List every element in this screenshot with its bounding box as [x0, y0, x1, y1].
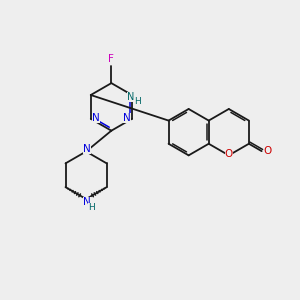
Text: F: F [108, 54, 114, 64]
Text: N: N [128, 92, 135, 102]
Text: O: O [264, 146, 272, 156]
Text: N: N [92, 113, 100, 123]
Text: N: N [123, 113, 130, 123]
Text: H: H [88, 203, 95, 212]
Text: H: H [135, 97, 141, 106]
Text: N: N [83, 197, 91, 207]
Text: O: O [225, 149, 233, 160]
Text: N: N [83, 143, 91, 154]
